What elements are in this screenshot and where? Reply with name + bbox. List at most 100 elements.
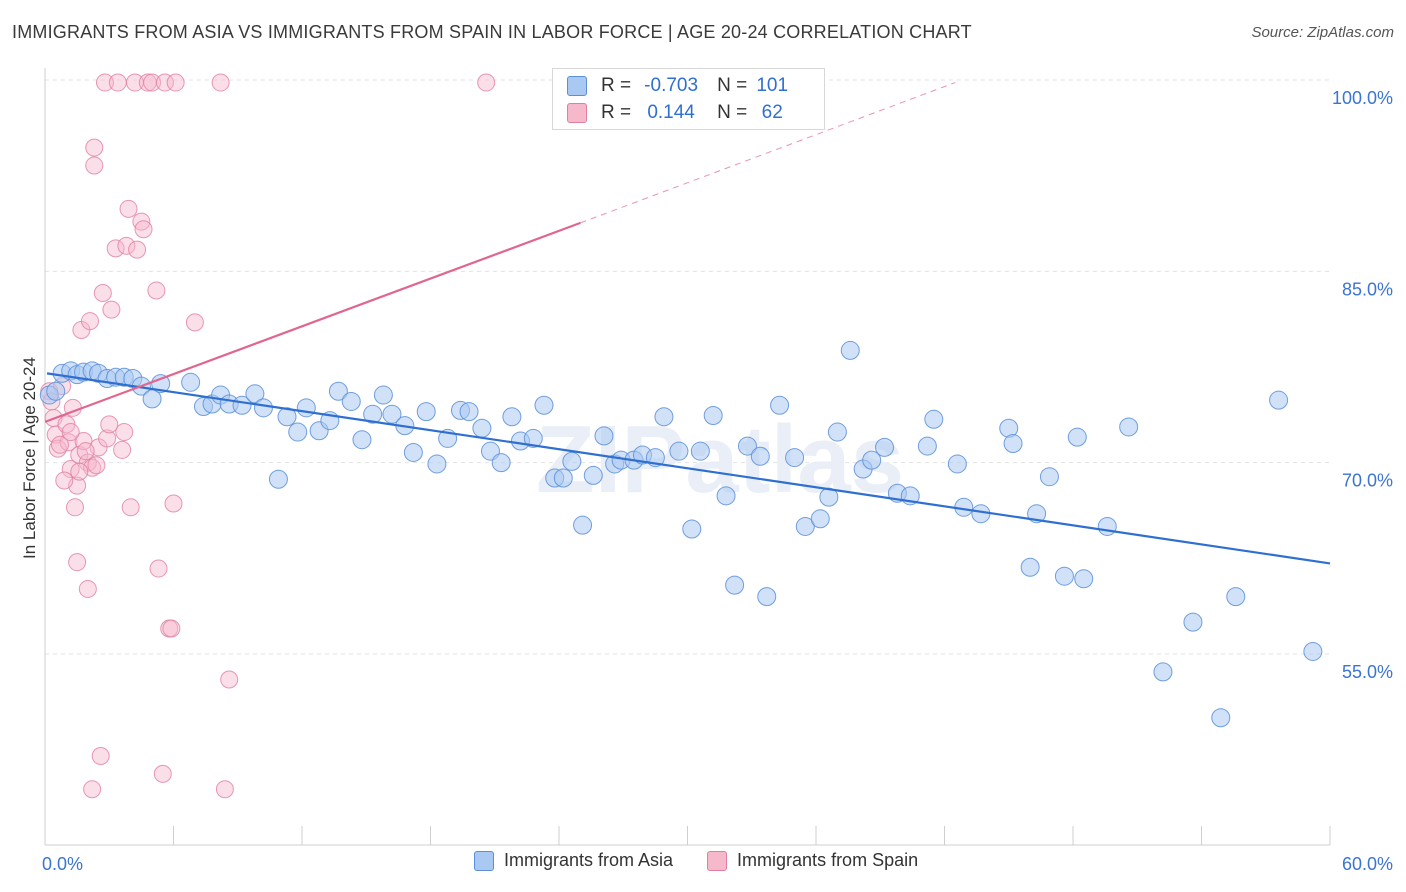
spain-trend-extension [580,82,956,224]
asia-point [1003,434,1023,454]
asia-point [328,381,348,401]
spain-point [50,435,69,454]
spain-point [115,423,134,442]
spain-point [100,415,119,434]
asia-point [491,453,511,473]
asia-point [682,519,702,539]
spain-swatch [567,103,587,123]
asia-point [1211,708,1231,728]
spain-legend-label: Immigrants from Spain [737,850,919,870]
y-tick-label: 85.0% [1342,279,1393,299]
spain-point [113,440,132,459]
asia-point [594,426,614,446]
spain-point [134,220,153,239]
asia-point [382,404,402,424]
x-tick-label: 60.0% [1342,854,1393,874]
asia-point [288,422,308,442]
asia-point [1067,427,1087,447]
n-label: N = [717,75,748,96]
spain-point [93,284,112,303]
asia-point [1039,467,1059,487]
y-tick-labels: 55.0% 70.0% 85.0% 100.0% [1332,88,1393,682]
asia-point [1226,587,1246,607]
asia-point [917,436,937,456]
spain-point [85,138,104,157]
asia-point [827,422,847,442]
spain-point [55,471,74,490]
asia-point [1020,557,1040,577]
asia-trend-line [46,372,1331,565]
asia-point [562,451,582,471]
asia-point [416,402,436,422]
asia-point [459,402,479,422]
asia-point [373,385,393,405]
asia-point [46,381,66,401]
asia-point [1097,516,1117,536]
asia-point [750,446,770,466]
spain-point [80,312,99,331]
spain-point [83,780,102,799]
y-tick-label: 100.0% [1332,88,1393,108]
asia-point [1153,662,1173,682]
asia-point [277,407,297,427]
spain-legend-swatch [707,850,728,871]
spain-point [121,498,140,517]
spain-point [119,199,138,218]
spain-point [164,494,183,513]
asia-point [654,407,674,427]
y-axis-label: In Labor Force | Age 20-24 [20,357,39,559]
spain-point [117,236,136,255]
y-tick-label: 70.0% [1342,471,1393,491]
spain-point [78,579,97,598]
spain-point [102,300,121,319]
asia-point [1269,390,1289,410]
asia-point [1074,569,1094,589]
asia-point [840,340,860,360]
correlation-legend: R = -0.703 N = 101 R = 0.144 N = 62 [552,68,825,130]
spain-point [185,313,204,332]
asia-point [795,516,815,536]
spain-point [65,498,84,517]
asia-point [725,575,745,595]
axes [44,68,1331,846]
spain-point [68,553,87,572]
asia-point [947,454,967,474]
asia-legend-label: Immigrants from Asia [504,850,674,870]
asia-point [253,398,273,418]
spain-point [211,73,230,92]
asia-point [757,587,777,607]
asia-point [583,465,603,485]
n-value: 101 [756,75,789,96]
spain-point [220,670,239,689]
asia-point [703,405,723,425]
spain-point [132,212,151,231]
r-value: 0.144 [647,102,695,123]
spain-point [128,240,147,259]
asia-point [924,409,944,429]
asia-point [151,374,171,394]
n-value: 62 [761,102,783,123]
spain-point [61,423,80,442]
spain-point [95,73,114,92]
asia-point [534,395,554,415]
asia-point [737,436,757,456]
spain-trend-line [44,221,581,423]
spain-point [98,429,117,448]
spain-point [76,442,95,461]
grid-lines [45,79,1330,655]
asia-point [523,428,543,448]
asia-point [875,437,895,457]
asia-point [296,398,316,418]
asia-point [573,515,593,535]
spain-point [106,239,125,258]
asia-point [669,441,689,461]
asia-point [427,454,447,474]
asia-point [403,442,423,462]
asia-point [862,450,882,470]
asia-point [472,418,492,438]
asia-point [363,404,383,424]
spain-point [166,73,185,92]
asia-point [716,486,736,506]
spain-point [162,619,181,638]
